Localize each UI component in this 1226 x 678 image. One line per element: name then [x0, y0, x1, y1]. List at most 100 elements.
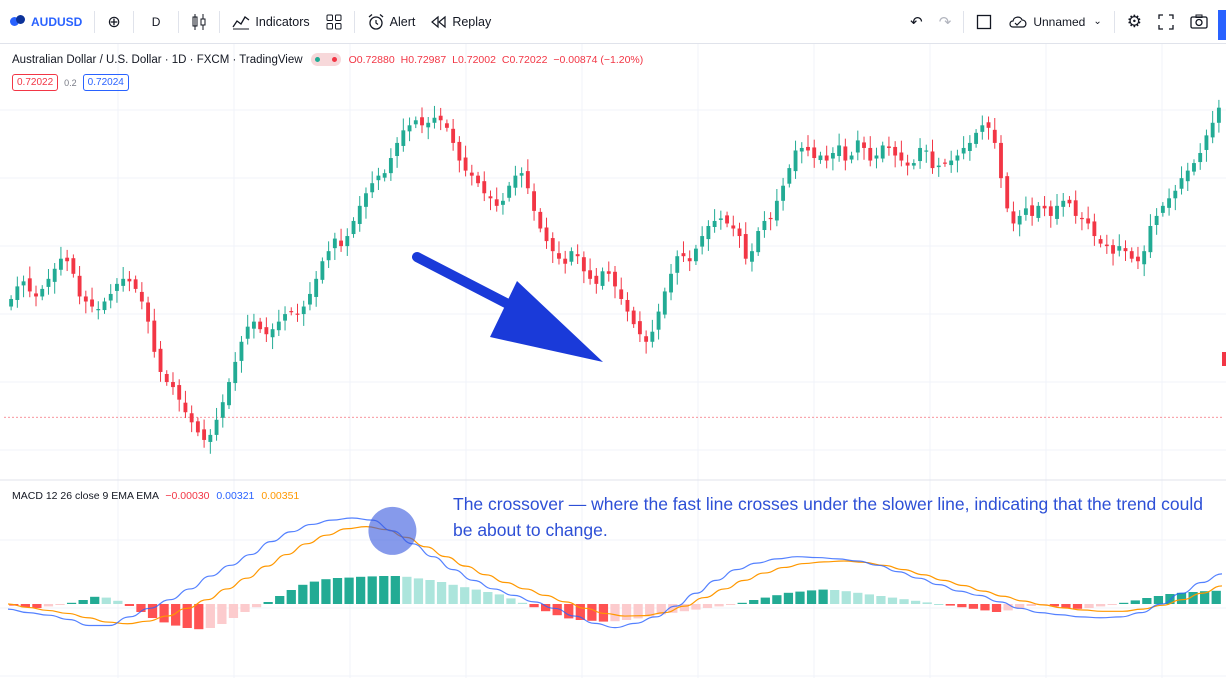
candle-body: [905, 162, 910, 166]
candle-body: [127, 278, 132, 282]
candle-body: [183, 402, 188, 413]
candle-body: [227, 382, 231, 406]
candle-body: [899, 152, 904, 161]
candle: [513, 165, 518, 196]
macd-histogram-bar: [934, 604, 944, 605]
macd-histogram-bar: [136, 604, 146, 612]
toolbar-divider: [1113, 10, 1115, 33]
candle-body: [849, 155, 854, 160]
candle-body: [911, 163, 916, 166]
candle-body: [469, 172, 474, 176]
candle: [1104, 234, 1109, 254]
macd-histogram-bar: [43, 604, 54, 607]
candle: [613, 266, 617, 299]
candle-body: [1204, 135, 1209, 150]
fullscreen-button[interactable]: [1150, 0, 1182, 44]
candle: [245, 314, 250, 345]
market-status-icon[interactable]: [310, 53, 341, 66]
candle-body: [345, 236, 350, 247]
publish-button[interactable]: [1218, 10, 1226, 40]
macd-histogram-bar: [1119, 602, 1129, 604]
candle: [189, 405, 194, 433]
candle-body: [27, 278, 32, 292]
candles-icon: [192, 13, 206, 30]
candle: [924, 144, 929, 163]
macd-histogram-bar: [575, 604, 585, 620]
macd-histogram-bar: [147, 604, 158, 618]
candle: [1210, 110, 1215, 144]
camera-icon: [1190, 14, 1208, 29]
square-icon: [977, 14, 992, 29]
layout-select-button[interactable]: [968, 0, 1000, 44]
high-key: H: [400, 53, 409, 66]
candle: [911, 159, 916, 170]
indicators-button[interactable]: Indicators: [224, 0, 317, 44]
symbol-search-button[interactable]: AUDUSD: [0, 0, 90, 44]
candle: [532, 183, 536, 221]
macd-histogram-bar: [702, 604, 713, 608]
candle: [83, 290, 88, 314]
candle-body: [569, 251, 574, 262]
macd-histogram-bar: [413, 578, 424, 604]
candle-body: [818, 155, 823, 161]
chart-canvas[interactable]: [0, 44, 1226, 678]
ohlc-values: O0.72880 H0.72987 L0.72002 C0.72022 −0.0…: [349, 54, 644, 66]
candle-body: [743, 234, 748, 259]
undo-button[interactable]: ↶: [902, 0, 931, 44]
candle-body: [999, 142, 1003, 179]
macd-histogram-bar: [356, 576, 366, 604]
compare-button[interactable]: ⊕: [99, 0, 128, 44]
snapshot-button[interactable]: [1182, 0, 1216, 44]
candle-body: [519, 173, 524, 176]
candle: [102, 297, 107, 314]
candle-body: [395, 142, 400, 157]
replay-button[interactable]: Replay: [423, 0, 499, 44]
alert-button[interactable]: Alert: [359, 0, 424, 44]
candle: [886, 136, 891, 156]
candle: [326, 241, 331, 269]
candle-body: [65, 257, 70, 262]
candle-body: [1173, 190, 1178, 199]
candle: [999, 135, 1003, 188]
candle-body: [301, 306, 306, 315]
buy-button[interactable]: 0.72024: [82, 74, 129, 91]
candle: [750, 243, 754, 272]
candle: [357, 196, 362, 232]
macd-histogram-bar: [32, 604, 42, 608]
candle-body: [1036, 205, 1041, 218]
candle: [830, 147, 835, 171]
candle-body: [725, 215, 729, 224]
templates-button[interactable]: [318, 0, 350, 44]
layout-name-button[interactable]: Unnamed ⌄: [1000, 0, 1109, 44]
candle-body: [52, 268, 57, 282]
candle: [1160, 202, 1165, 217]
macd-histogram-bar: [864, 594, 874, 604]
candle-body: [115, 283, 119, 291]
macd-histogram-bar: [1142, 598, 1152, 604]
candle-body: [314, 278, 319, 297]
candle: [1142, 245, 1147, 277]
candle-body: [943, 162, 947, 164]
candle: [1086, 206, 1091, 230]
toolbar-divider: [178, 10, 180, 33]
candle: [457, 136, 462, 173]
candle: [992, 118, 997, 149]
settings-button[interactable]: ⚙: [1119, 0, 1150, 44]
sell-button[interactable]: 0.72022: [12, 74, 59, 91]
macd-histogram-bar: [760, 597, 770, 604]
candle: [756, 227, 761, 256]
redo-button[interactable]: ↷: [931, 0, 960, 44]
macd-histogram-bar: [517, 602, 528, 604]
candle-body: [1042, 205, 1047, 209]
interval-button[interactable]: D: [138, 0, 175, 44]
candle-body: [444, 123, 449, 128]
candle-body: [694, 248, 698, 262]
candle-body: [936, 165, 941, 168]
macd-histogram-bar: [494, 594, 505, 604]
macd-histogram-bar: [621, 604, 632, 620]
candle-body: [208, 434, 213, 442]
candle-body: [762, 220, 767, 231]
bar-style-button[interactable]: [183, 0, 215, 44]
candle: [812, 139, 817, 168]
macd-histogram-bar: [633, 604, 643, 619]
